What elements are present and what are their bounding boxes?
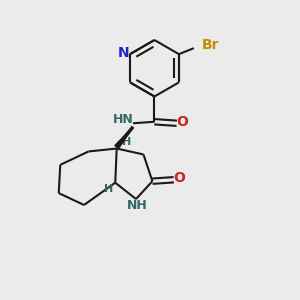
Text: Br: Br (202, 38, 219, 52)
Text: N: N (118, 46, 129, 60)
Text: O: O (176, 115, 188, 129)
Text: H: H (104, 184, 113, 194)
Text: O: O (173, 171, 185, 185)
Text: H: H (122, 137, 132, 147)
Polygon shape (115, 127, 133, 148)
Text: HN: HN (113, 113, 134, 126)
Text: NH: NH (127, 199, 148, 212)
